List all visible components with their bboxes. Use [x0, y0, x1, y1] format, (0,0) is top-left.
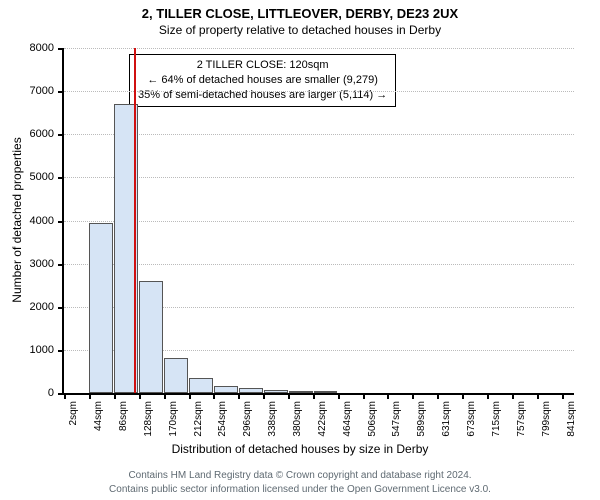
y-tick-label: 6000 [30, 128, 64, 140]
annotation-line: ← 64% of detached houses are smaller (9,… [138, 73, 387, 88]
bar [89, 223, 113, 393]
reference-line [134, 48, 136, 393]
x-tick [189, 393, 191, 399]
y-tick-label: 1000 [30, 344, 64, 356]
footer-line: Contains HM Land Registry data © Crown c… [0, 469, 600, 483]
x-tick-label: 547sqm [391, 401, 402, 437]
x-tick [213, 393, 215, 399]
x-tick-label: 170sqm [168, 401, 179, 437]
x-tick [512, 393, 514, 399]
x-tick [263, 393, 265, 399]
grid-line [64, 91, 574, 92]
footer-attribution: Contains HM Land Registry data © Crown c… [0, 469, 600, 496]
grid-line [64, 134, 574, 135]
x-tick-label: 589sqm [416, 401, 427, 437]
x-tick [64, 393, 66, 399]
x-tick [387, 393, 389, 399]
x-tick-label: 631sqm [441, 401, 452, 437]
y-tick-label: 4000 [30, 215, 64, 227]
x-tick-label: 338sqm [267, 401, 278, 437]
grid-line [64, 264, 574, 265]
x-tick-label: 2sqm [68, 401, 79, 425]
annotation-line: 35% of semi-detached houses are larger (… [138, 88, 387, 103]
y-tick-label: 3000 [30, 258, 64, 270]
x-tick-label: 380sqm [292, 401, 303, 437]
x-tick-label: 673sqm [466, 401, 477, 437]
x-tick-label: 799sqm [541, 401, 552, 437]
annotation-box: 2 TILLER CLOSE: 120sqm ← 64% of detached… [129, 54, 396, 107]
x-tick-label: 422sqm [317, 401, 328, 437]
y-tick-label: 0 [48, 387, 64, 399]
plot-area: 2 TILLER CLOSE: 120sqm ← 64% of detached… [62, 48, 574, 395]
x-tick [412, 393, 414, 399]
x-tick [139, 393, 141, 399]
grid-line [64, 177, 574, 178]
x-tick [238, 393, 240, 399]
chart-title-main: 2, TILLER CLOSE, LITTLEOVER, DERBY, DE23… [0, 0, 600, 21]
bar [239, 388, 263, 393]
x-tick-label: 757sqm [516, 401, 527, 437]
chart-title-sub: Size of property relative to detached ho… [0, 21, 600, 37]
x-tick-label: 212sqm [193, 401, 204, 437]
bar [214, 386, 238, 393]
x-tick [164, 393, 166, 399]
x-tick-label: 296sqm [242, 401, 253, 437]
bar [289, 391, 313, 393]
footer-line: Contains public sector information licen… [0, 483, 600, 497]
bar [164, 358, 188, 393]
chart-container: 2, TILLER CLOSE, LITTLEOVER, DERBY, DE23… [0, 0, 600, 500]
x-tick [363, 393, 365, 399]
x-tick-label: 44sqm [93, 401, 104, 431]
x-tick [537, 393, 539, 399]
grid-line [64, 48, 574, 49]
y-tick-label: 8000 [30, 42, 64, 54]
x-tick-label: 128sqm [143, 401, 154, 437]
y-tick-label: 5000 [30, 171, 64, 183]
x-axis-title: Distribution of detached houses by size … [0, 442, 600, 456]
x-tick-label: 86sqm [118, 401, 129, 431]
y-tick-label: 7000 [30, 85, 64, 97]
x-tick [462, 393, 464, 399]
bar [189, 378, 213, 393]
x-tick [313, 393, 315, 399]
grid-line [64, 221, 574, 222]
x-tick [338, 393, 340, 399]
x-tick-label: 715sqm [491, 401, 502, 437]
x-tick-label: 506sqm [367, 401, 378, 437]
bar [264, 390, 288, 393]
x-tick-label: 464sqm [342, 401, 353, 437]
x-tick-label: 841sqm [566, 401, 577, 437]
bar [314, 391, 338, 393]
bar [139, 281, 163, 393]
x-tick [89, 393, 91, 399]
x-tick-label: 254sqm [217, 401, 228, 437]
x-tick [487, 393, 489, 399]
y-tick-label: 2000 [30, 301, 64, 313]
x-tick [562, 393, 564, 399]
x-tick [437, 393, 439, 399]
x-tick [114, 393, 116, 399]
x-tick [288, 393, 290, 399]
annotation-line: 2 TILLER CLOSE: 120sqm [138, 58, 387, 73]
y-axis-title: Number of detached properties [10, 137, 24, 302]
